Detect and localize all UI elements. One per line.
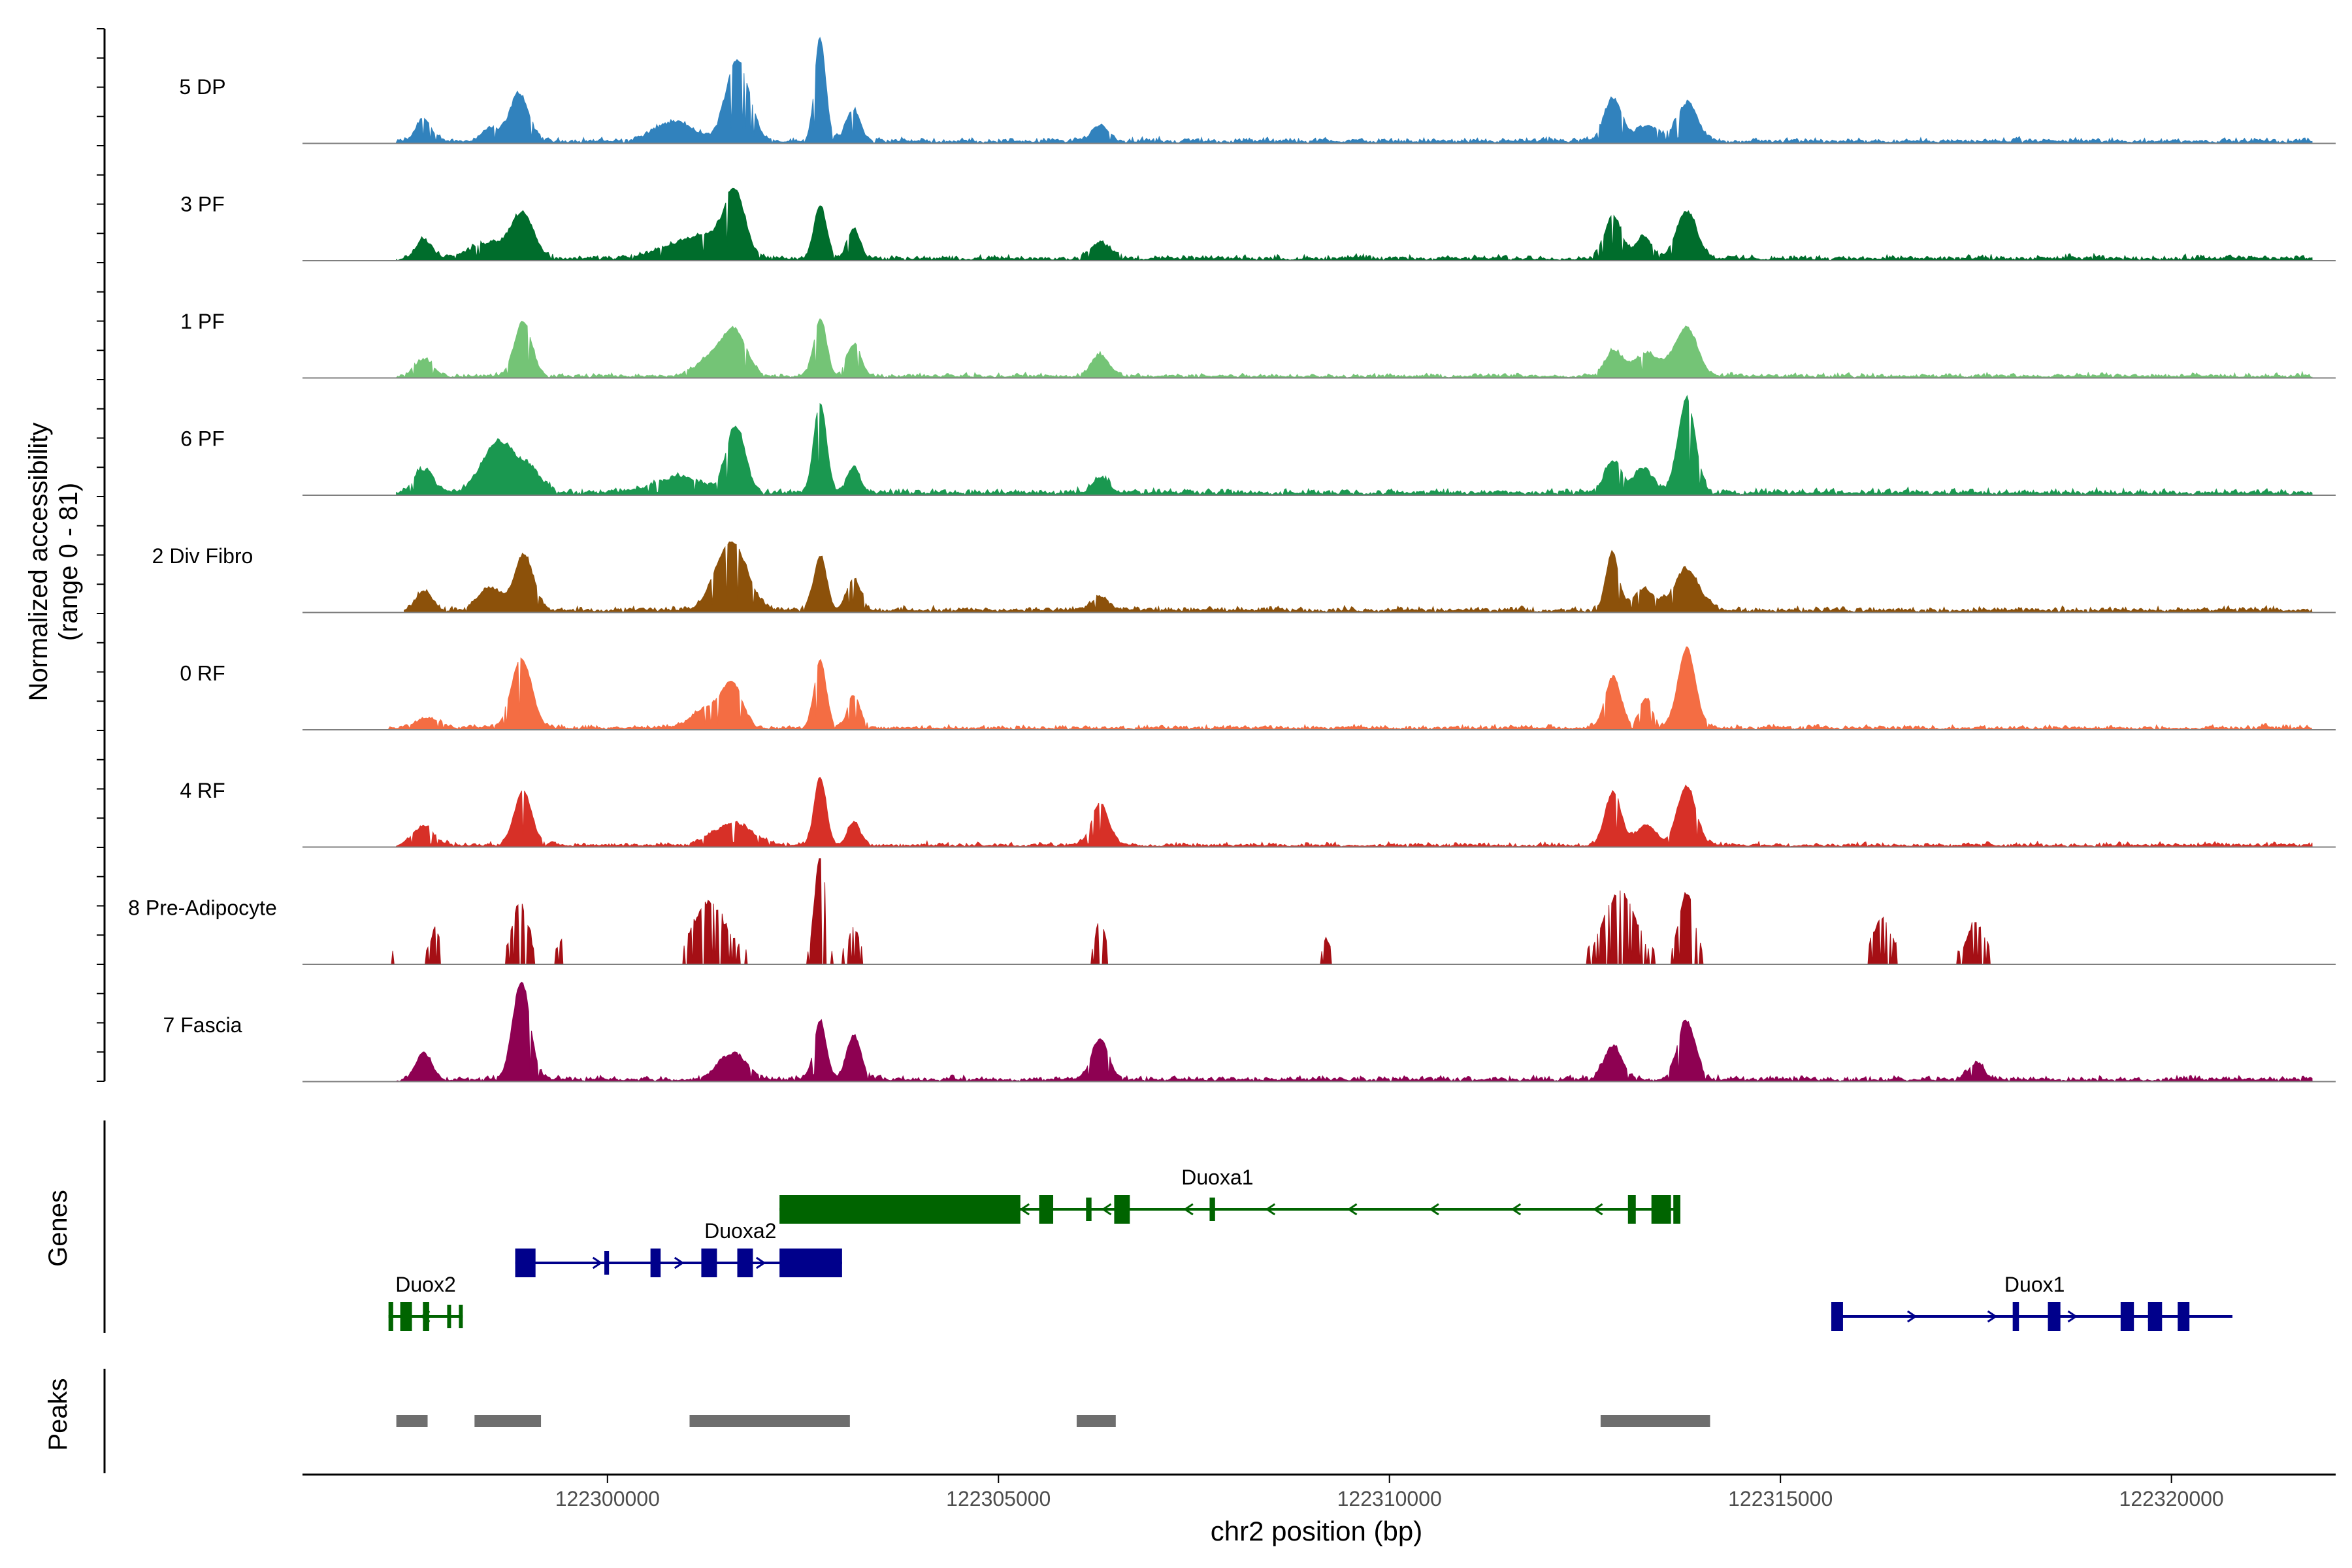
exon	[2120, 1302, 2134, 1331]
exon	[2178, 1302, 2190, 1331]
track-label: 7 Fascia	[163, 1013, 242, 1037]
track-area	[396, 188, 2313, 261]
peak-regions	[103, 1369, 1710, 1473]
track-label: 1 PF	[180, 310, 225, 333]
exon	[1627, 1195, 1636, 1224]
track-area	[396, 981, 2313, 1083]
track-label: 4 RF	[180, 779, 225, 802]
track-area	[404, 541, 2313, 613]
strand-arrow	[1906, 1310, 1918, 1323]
exon	[1673, 1195, 1680, 1224]
strand-arrow	[1592, 1203, 1603, 1216]
track-label: 2 Div Fibro	[152, 544, 253, 568]
exon	[388, 1302, 393, 1331]
x-tick-label: 122305000	[946, 1487, 1051, 1511]
peaks-panel-label: Peaks	[44, 1378, 73, 1450]
gene-duox1: Duox1	[1831, 1273, 2233, 1331]
track-6: 0 RF	[180, 646, 2336, 730]
peak-region	[1076, 1415, 1116, 1427]
exon	[779, 1249, 842, 1277]
y-axis-label-range: (range 0 - 81)	[54, 483, 83, 641]
gene-duoxa1: Duoxa1	[779, 1166, 1680, 1224]
track-5: 2 Div Fibro	[152, 541, 2336, 613]
strand-arrow	[1019, 1203, 1030, 1216]
strand-arrow	[1183, 1203, 1194, 1216]
exon	[2048, 1302, 2061, 1331]
strand-arrow	[674, 1256, 685, 1269]
strand-arrow	[1265, 1203, 1276, 1216]
x-tick-label: 122310000	[1337, 1487, 1442, 1511]
track-label: 3 PF	[180, 193, 225, 216]
exon	[1086, 1198, 1092, 1221]
track-area	[396, 395, 2313, 496]
gene-label: Duox1	[2004, 1273, 2065, 1296]
track-9: 7 Fascia	[163, 981, 2336, 1083]
strand-arrow	[755, 1256, 766, 1269]
x-axis: 122300000 122305000 122310000 122315000 1223…	[302, 1473, 2336, 1511]
gene-duoxa2: Duoxa2	[515, 1219, 842, 1277]
exon	[459, 1305, 463, 1328]
exon	[423, 1302, 429, 1331]
peak-region	[1600, 1415, 1710, 1427]
exon	[515, 1249, 536, 1277]
strand-arrow	[1347, 1203, 1358, 1216]
exon	[2012, 1302, 2019, 1331]
exon	[604, 1251, 610, 1275]
exon	[1651, 1195, 1671, 1224]
track-area	[396, 776, 2313, 848]
x-tick-label: 122315000	[1728, 1487, 1833, 1511]
strand-arrow	[592, 1256, 603, 1269]
peak-region	[689, 1415, 850, 1427]
x-tick-label: 122320000	[2119, 1487, 2224, 1511]
track-2: 3 PF	[180, 188, 2336, 261]
strand-arrow	[1429, 1203, 1439, 1216]
y-axis-label: Normalized accessibility	[24, 423, 53, 702]
gene-label: Duox2	[395, 1273, 456, 1296]
track-4: 6 PF	[180, 395, 2336, 496]
track-area	[396, 37, 2313, 144]
gene-annotations: Duoxa1 Duoxa2 Duox2 Duox1	[103, 1120, 2233, 1333]
peak-region	[396, 1415, 428, 1427]
track-7: 4 RF	[180, 776, 2336, 848]
track-label: 8 Pre-Adipocyte	[128, 896, 277, 920]
exon	[779, 1195, 1021, 1224]
x-axis-label: chr2 position (bp)	[1211, 1516, 1423, 1546]
track-label: 6 PF	[180, 427, 225, 451]
genes-panel-label: Genes	[44, 1190, 73, 1267]
track-1: 5 DP	[179, 37, 2336, 144]
x-tick-label: 122300000	[555, 1487, 660, 1511]
exon	[1209, 1198, 1215, 1221]
coverage-tracks: 5 DP 3 PF 1 PF 6 PF 2 Div Fibro 0 RF 4 RF 8 Pre…	[97, 28, 2336, 1083]
track-8: 8 Pre-Adipocyte	[128, 858, 2336, 965]
track-3: 1 PF	[180, 310, 2336, 379]
gene-duox2: Duox2	[388, 1273, 463, 1331]
track-area	[396, 318, 2313, 379]
track-area	[388, 646, 2313, 730]
exon	[447, 1305, 451, 1328]
exon	[1831, 1302, 1843, 1331]
exon	[400, 1302, 412, 1331]
exon	[2148, 1302, 2163, 1331]
exon	[1114, 1195, 1130, 1224]
gene-label: Duoxa2	[704, 1219, 776, 1243]
exon	[650, 1249, 661, 1277]
track-label: 0 RF	[180, 662, 225, 685]
strand-arrow	[2067, 1310, 2078, 1323]
gene-label: Duoxa1	[1181, 1166, 1253, 1189]
strand-arrow	[1987, 1310, 1998, 1323]
peak-region	[474, 1415, 542, 1427]
exon	[737, 1249, 753, 1277]
track-label: 5 DP	[179, 75, 225, 99]
exon	[1039, 1195, 1054, 1224]
strand-arrow	[1101, 1203, 1112, 1216]
strand-arrow	[1511, 1203, 1522, 1216]
exon	[701, 1249, 717, 1277]
